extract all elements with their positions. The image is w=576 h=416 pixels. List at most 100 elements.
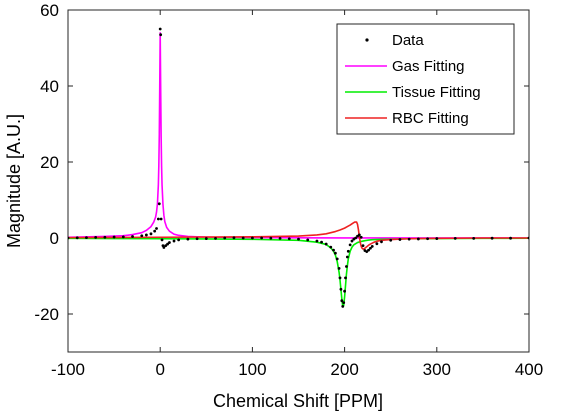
data-point: [339, 287, 343, 291]
data-point: [357, 233, 361, 237]
data-point: [103, 235, 107, 239]
legend-item-tissue-fitting: Tissue Fitting: [345, 84, 481, 101]
legend-item-data: Data: [365, 32, 424, 49]
data-point: [149, 232, 153, 236]
data-point: [359, 235, 363, 239]
data-point: [341, 305, 345, 308]
data-point: [509, 236, 512, 240]
data-point: [380, 240, 383, 244]
data-point: [241, 236, 245, 240]
data-point: [435, 237, 439, 240]
legend: Data Gas Fitting Tissue Fitting RBC Fitting: [336, 23, 515, 135]
data-point: [344, 276, 347, 280]
data-point: [416, 237, 420, 241]
y-tick-label: 0: [50, 229, 59, 248]
data-point: [527, 236, 529, 240]
data-point: [297, 237, 300, 241]
legend-label: Gas Fitting: [392, 58, 465, 75]
legend-label: Tissue Fitting: [392, 84, 481, 101]
data-point: [407, 237, 411, 241]
data-point: [306, 238, 310, 242]
data-point: [426, 237, 429, 241]
data-point: [333, 251, 337, 255]
data-point: [75, 236, 79, 240]
data-point: [121, 235, 125, 239]
data-point: [343, 289, 346, 293]
data-point: [251, 236, 254, 240]
data-point: [159, 217, 163, 221]
data-point: [342, 301, 346, 304]
x-tick-label: 200: [330, 360, 358, 379]
data-point: [166, 242, 169, 246]
legend-marker: [365, 38, 369, 42]
data-point: [177, 238, 181, 242]
data-point: [389, 238, 393, 242]
data-point: [350, 239, 354, 243]
legend-box: [336, 23, 515, 135]
data-point: [369, 246, 372, 250]
legend-item-rbc-fitting: RBC Fitting: [345, 110, 469, 127]
y-axis-title: Magnitude [A.U.]: [4, 114, 24, 248]
y-tick-label: 20: [40, 153, 59, 172]
data-point: [131, 235, 134, 238]
legend-label: Data: [392, 32, 424, 49]
data-point: [269, 236, 273, 240]
data-point: [223, 236, 227, 240]
x-tick-label: 0: [155, 360, 164, 379]
data-point: [162, 246, 166, 249]
data-point: [345, 265, 348, 268]
data-point: [324, 242, 328, 246]
series-line-rbc-fitting: [68, 221, 529, 250]
data-point: [68, 236, 70, 240]
plot-area: [68, 27, 529, 308]
data-point: [320, 240, 323, 244]
data-point: [329, 245, 333, 249]
data-point: [140, 234, 144, 238]
data-point: [453, 236, 457, 240]
x-tick-label: 100: [238, 360, 266, 379]
x-tick-label: 300: [423, 360, 451, 379]
data-point: [159, 33, 163, 37]
data-point: [94, 236, 98, 239]
data-point: [398, 238, 402, 241]
data-point: [155, 227, 158, 230]
data-point: [315, 239, 319, 243]
data-point: [85, 236, 88, 240]
data-point: [361, 244, 365, 248]
data-point: [112, 235, 116, 239]
data-point: [332, 248, 335, 252]
data-point: [472, 236, 476, 240]
x-axis-title: Chemical Shift [PPM]: [213, 391, 383, 411]
data-point: [172, 239, 176, 243]
legend-label: RBC Fitting: [392, 110, 469, 127]
data-point: [365, 250, 369, 254]
data-point: [204, 237, 208, 240]
data-point: [337, 267, 341, 270]
data-point: [348, 243, 352, 247]
y-tick-label: 40: [40, 77, 59, 96]
data-point: [164, 244, 168, 248]
data-point: [144, 233, 148, 237]
data-point: [214, 236, 217, 240]
data-point: [354, 236, 358, 240]
data-point: [346, 249, 350, 253]
data-point: [338, 276, 342, 280]
x-tick-label: -100: [51, 360, 85, 379]
data-point: [153, 229, 157, 233]
data-point: [195, 237, 199, 241]
data-point: [157, 202, 161, 206]
data-point: [278, 236, 282, 240]
data-point: [287, 237, 291, 241]
data-point: [375, 242, 379, 246]
data-point: [156, 217, 160, 221]
data-point: [345, 255, 349, 259]
data-point: [335, 257, 339, 261]
data-point: [232, 236, 236, 240]
legend-item-gas-fitting: Gas Fitting: [345, 58, 465, 75]
data-point: [490, 236, 494, 240]
data-point: [370, 244, 374, 248]
data-point: [186, 237, 190, 241]
data-point: [168, 241, 171, 244]
data-point: [260, 236, 264, 240]
